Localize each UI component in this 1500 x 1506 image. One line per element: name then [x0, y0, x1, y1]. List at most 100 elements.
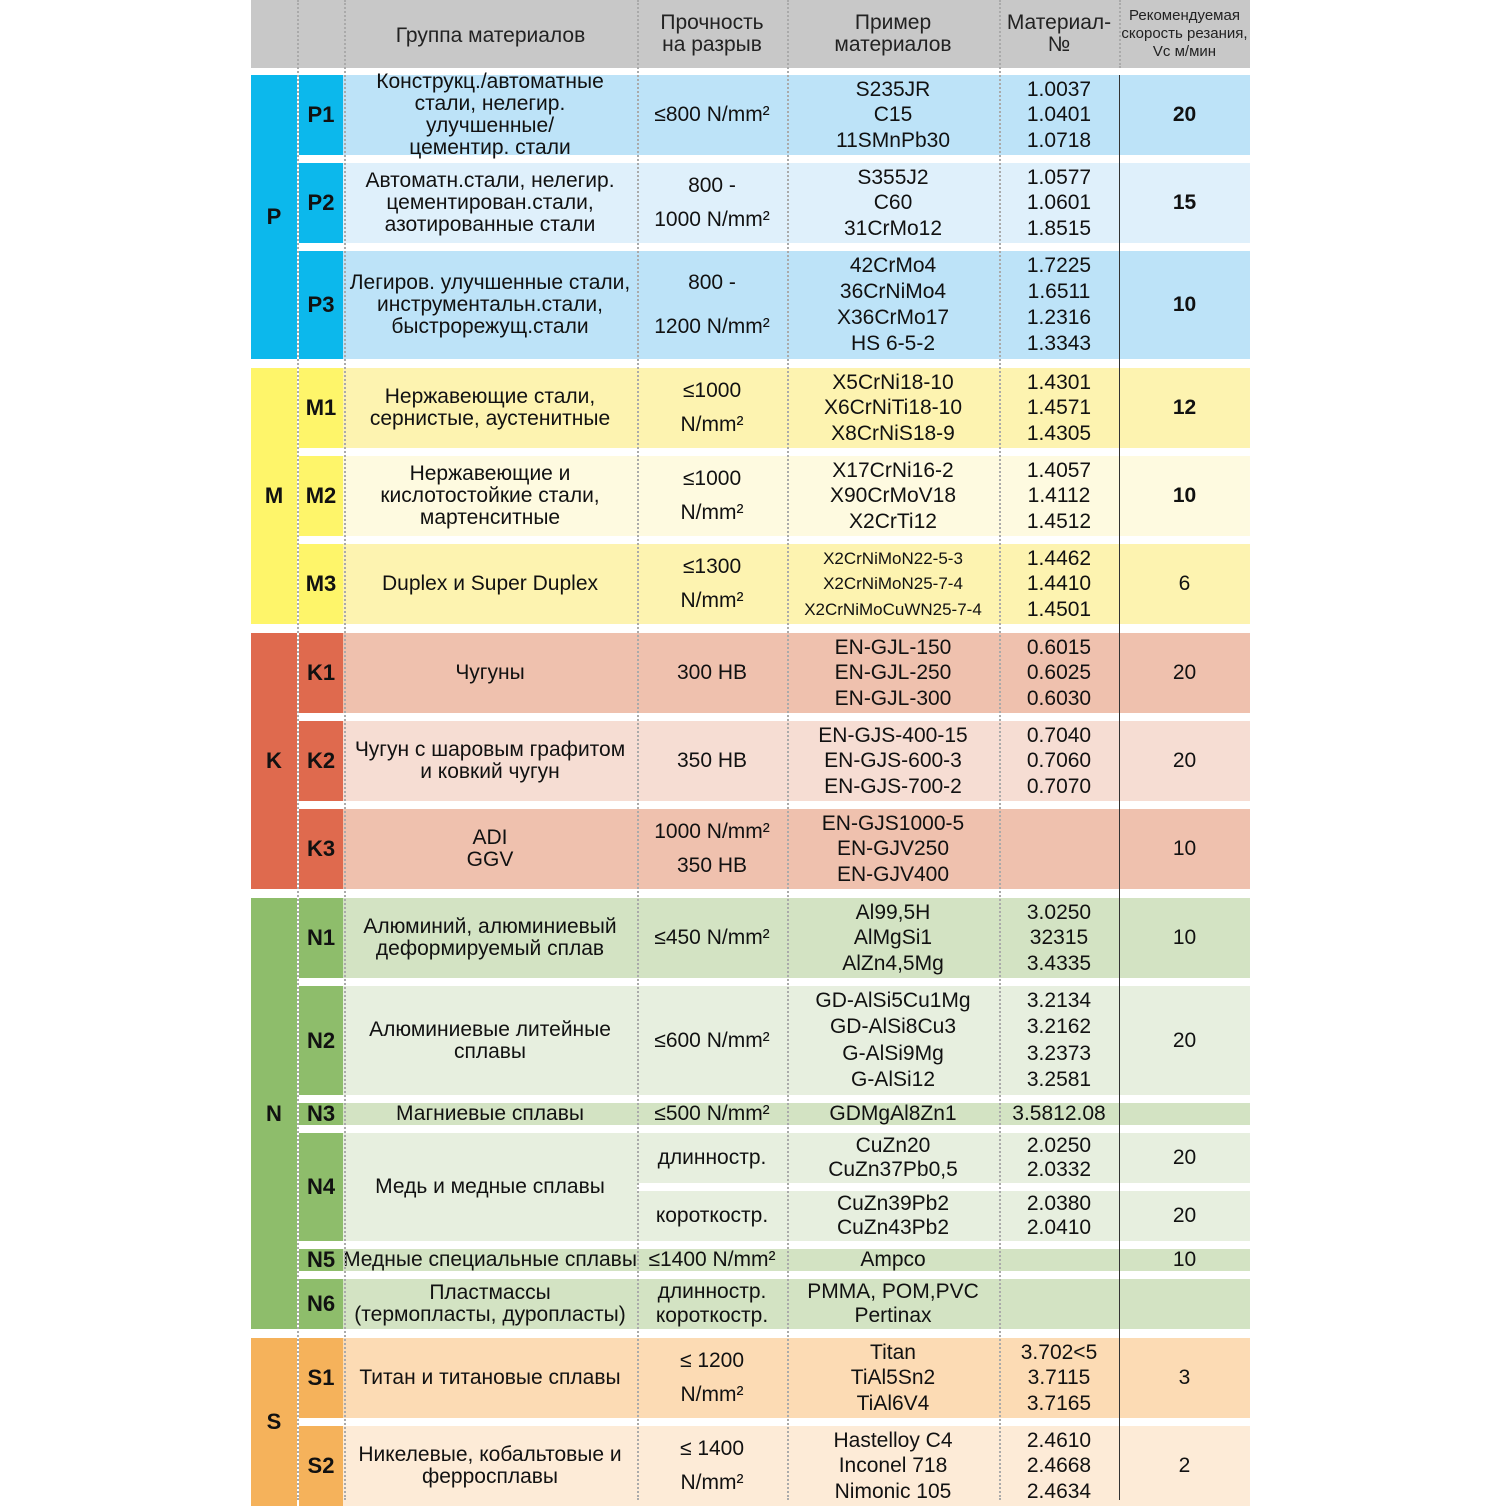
description-line: цементирован.стали,	[386, 191, 594, 214]
material-number: 1.8515	[1026, 216, 1092, 240]
strength-line: 1200 N/mm²	[654, 314, 770, 338]
strength-line: длинностр.	[657, 1280, 767, 1303]
speed-cell: 12	[1119, 368, 1250, 448]
example-material: CuZn20	[855, 1134, 931, 1157]
header-matnum: Материал- №	[999, 0, 1119, 68]
example-material: X17CrNi16-2	[832, 458, 954, 482]
strength-cell: ≤450 N/mm²	[637, 898, 787, 978]
material-number: 2.0332	[1026, 1158, 1092, 1181]
example-material: EN-GJS-700-2	[824, 774, 962, 798]
description-line: (термопласты, дуропласты)	[354, 1303, 626, 1326]
examples-cell: EN-GJL-150 EN-GJL-250 EN-GJL-300	[787, 633, 999, 713]
row-code-n6: N6	[299, 1279, 343, 1329]
description-line: деформируемый сплав	[375, 937, 605, 960]
header-matnum-line: Материал-	[1006, 11, 1112, 34]
description-line: улучшенные/	[425, 114, 555, 137]
strength-line: ≤450 N/mm²	[654, 926, 770, 949]
description-line: Легиров. улучшенные стали,	[349, 271, 631, 294]
material-number: 3.4335	[1026, 951, 1092, 975]
row-code-s2: S2	[299, 1426, 343, 1506]
description-line: Конструкц./автоматные	[376, 70, 604, 93]
cutting-speed-value: 20	[1172, 749, 1197, 772]
description-line: Автоматн.стали, нелегир.	[365, 169, 615, 192]
example-material: AlZn4,5Mg	[842, 951, 944, 975]
strength-line: ≤600 N/mm²	[654, 1028, 770, 1052]
row-code-k3: K3	[299, 809, 343, 889]
material-number-cell: 1.4462 1.4410 1.4501	[999, 544, 1119, 624]
material-number-cell: 3.5812.08	[999, 1103, 1119, 1125]
example-material: Inconel 718	[838, 1454, 948, 1477]
header-example: Пример материалов	[787, 0, 999, 68]
examples-cell: GD-AlSi5Cu1Mg GD-AlSi8Cu3 G-AlSi9Mg G-AlSi1…	[787, 986, 999, 1095]
material-number: 3.7115	[1027, 1366, 1091, 1389]
speed-cell: 20	[1119, 986, 1250, 1095]
example-material: X90CrMoV18	[829, 484, 957, 507]
examples-cell: Hastelloy C4 Inconel 718 Nimonic 105	[787, 1426, 999, 1506]
column-divider	[999, 0, 1001, 1500]
example-material: G-AlSi12	[850, 1067, 936, 1091]
description-line: инструментальн.стали,	[377, 293, 603, 316]
example-material: HS 6-5-2	[850, 332, 936, 355]
header-matnum-line: №	[1047, 33, 1071, 56]
example-material: EN-GJS-600-3	[824, 749, 962, 772]
example-material: G-AlSi9Mg	[842, 1041, 944, 1065]
description-cell: Алюминий, алюминиевый деформируемый сплав	[343, 898, 637, 978]
row-code-k2: K2	[299, 721, 343, 801]
description-line: Медь и медные сплавы	[375, 1175, 605, 1198]
examples-cell: S355J2 C60 31CrMo12	[787, 163, 999, 243]
row-code-p3: P3	[299, 251, 343, 359]
material-number-cell: 1.4301 1.4571 1.4305	[999, 368, 1119, 448]
description-cell: Нержавеющие стали, сернистые, аустенитные	[343, 368, 637, 448]
material-number: 1.2316	[1026, 306, 1092, 329]
material-number: 1.4301	[1026, 370, 1092, 394]
examples-cell: EN-GJS1000-5 EN-GJV250 EN-GJV400	[787, 809, 999, 889]
material-number: 2.4610	[1026, 1428, 1092, 1452]
example-material: Al99,5H	[855, 900, 931, 924]
header-code-cell	[297, 0, 344, 68]
example-material: Ampco	[860, 1248, 926, 1271]
strength-cell: ≤800 N/mm²	[637, 75, 787, 155]
description-cell: Никелевые, кобальтовые и ферросплавы	[343, 1426, 637, 1506]
material-number: 1.4410	[1026, 572, 1092, 595]
example-material: S355J2	[857, 165, 929, 189]
cutting-speed-value: 10	[1172, 1248, 1197, 1271]
example-material: 11SMnPb30	[835, 128, 951, 152]
header-speed: Рекомендуемая скорость резания, Vc м/мин	[1119, 0, 1250, 68]
row-code-k1: K1	[299, 633, 343, 713]
material-number: 0.6030	[1026, 686, 1092, 710]
row-code-p1: P1	[299, 75, 343, 155]
strength-cell: ≤500 N/mm²	[637, 1103, 787, 1125]
group-n: N	[251, 898, 297, 1329]
strength-line: ≤1000	[682, 467, 742, 490]
material-number-cell: 3.702<5 3.7115 3.7165	[999, 1338, 1119, 1418]
header-strength: Прочность на разрыв	[637, 0, 787, 68]
example-material: X8CrNiS18-9	[831, 421, 955, 445]
strength-line: ≤1000	[682, 379, 742, 402]
material-number: 0.7070	[1026, 774, 1092, 798]
material-number: 2.0380	[1026, 1192, 1092, 1215]
example-material: Hastelloy C4	[833, 1428, 953, 1452]
row-code-m1: M1	[299, 368, 343, 448]
strength-line: ≤1400 N/mm²	[648, 1248, 776, 1271]
cutting-speed-value: 6	[1178, 572, 1191, 595]
row-code-p2: P2	[299, 163, 343, 243]
description-line: Нержавеющие и	[409, 462, 571, 485]
description-cell: Пластмассы (термопласты, дуропласты)	[343, 1279, 637, 1329]
material-number: 1.4571	[1026, 396, 1092, 419]
column-divider	[637, 0, 639, 1500]
group-k: K	[251, 633, 297, 889]
example-material: EN-GJS-400-15	[818, 723, 968, 747]
header-group-materials: Группа материалов	[344, 0, 637, 68]
row-code-n4: N4	[299, 1133, 343, 1241]
strength-cell: короткостр.	[637, 1191, 787, 1241]
examples-cell: GDMgAl8Zn1	[787, 1103, 999, 1125]
strength-line: 800 -	[688, 271, 736, 295]
strength-line: ≤500 N/mm²	[654, 1102, 770, 1125]
material-number: 0.7060	[1026, 749, 1092, 772]
row-code-n1: N1	[299, 898, 343, 978]
material-number-cell: 2.0250 2.0332	[999, 1133, 1119, 1183]
column-divider	[344, 0, 346, 1500]
example-material: S235JR	[855, 77, 931, 101]
material-number: 3.7165	[1026, 1391, 1092, 1415]
header-group-cell	[251, 0, 297, 68]
